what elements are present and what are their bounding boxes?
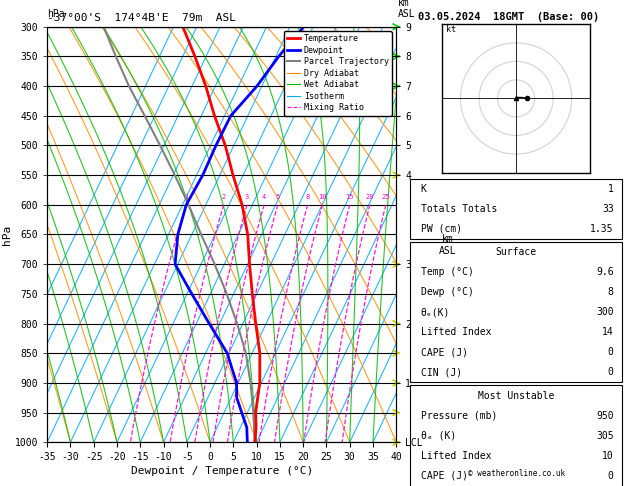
Text: K: K (421, 184, 426, 194)
Text: 0: 0 (608, 367, 614, 377)
Text: 1: 1 (608, 184, 614, 194)
Text: 10: 10 (602, 451, 614, 461)
Text: Surface: Surface (496, 247, 537, 257)
Text: hPa: hPa (47, 9, 65, 19)
Text: 25: 25 (382, 194, 390, 200)
Text: 20: 20 (365, 194, 374, 200)
Text: CAPE (J): CAPE (J) (421, 471, 467, 481)
Y-axis label: km
ASL: km ASL (439, 235, 457, 256)
Text: 10: 10 (318, 194, 326, 200)
Text: Totals Totals: Totals Totals (421, 204, 497, 214)
Text: © weatheronline.co.uk: © weatheronline.co.uk (467, 469, 565, 478)
Text: PW (cm): PW (cm) (421, 224, 462, 234)
Text: θₑ(K): θₑ(K) (421, 307, 450, 317)
Text: 300: 300 (596, 307, 614, 317)
Text: 0: 0 (608, 471, 614, 481)
Text: 950: 950 (596, 411, 614, 420)
Bar (409, 385, 623, 486)
Text: 3: 3 (245, 194, 249, 200)
Legend: Temperature, Dewpoint, Parcel Trajectory, Dry Adiabat, Wet Adiabat, Isotherm, Mi: Temperature, Dewpoint, Parcel Trajectory… (284, 31, 392, 116)
Text: θₑ (K): θₑ (K) (421, 431, 456, 441)
Text: Temp (°C): Temp (°C) (421, 267, 474, 277)
Y-axis label: hPa: hPa (2, 225, 12, 244)
Text: 14: 14 (602, 327, 614, 337)
Text: Pressure (mb): Pressure (mb) (421, 411, 497, 420)
Text: 8: 8 (608, 287, 614, 297)
Bar (409, 179, 623, 239)
Text: -37°00'S  174°4B'E  79m  ASL: -37°00'S 174°4B'E 79m ASL (47, 13, 236, 23)
Text: Lifted Index: Lifted Index (421, 451, 491, 461)
Text: kt: kt (446, 25, 455, 34)
Text: 1.35: 1.35 (590, 224, 614, 234)
Text: 9.6: 9.6 (596, 267, 614, 277)
Text: km
ASL: km ASL (398, 0, 415, 19)
Text: 1: 1 (184, 194, 188, 200)
Text: 305: 305 (596, 431, 614, 441)
Text: CIN (J): CIN (J) (421, 367, 462, 377)
Text: 0: 0 (608, 347, 614, 357)
Text: 15: 15 (345, 194, 354, 200)
Text: Dewp (°C): Dewp (°C) (421, 287, 474, 297)
Text: 33: 33 (602, 204, 614, 214)
Bar (409, 242, 623, 382)
Text: Most Unstable: Most Unstable (478, 390, 554, 400)
X-axis label: Dewpoint / Temperature (°C): Dewpoint / Temperature (°C) (131, 466, 313, 476)
Text: CAPE (J): CAPE (J) (421, 347, 467, 357)
Text: Lifted Index: Lifted Index (421, 327, 491, 337)
Text: 2: 2 (221, 194, 226, 200)
Text: 8: 8 (306, 194, 309, 200)
Text: 03.05.2024  18GMT  (Base: 00): 03.05.2024 18GMT (Base: 00) (418, 12, 599, 22)
Text: 5: 5 (276, 194, 280, 200)
Text: 4: 4 (262, 194, 266, 200)
